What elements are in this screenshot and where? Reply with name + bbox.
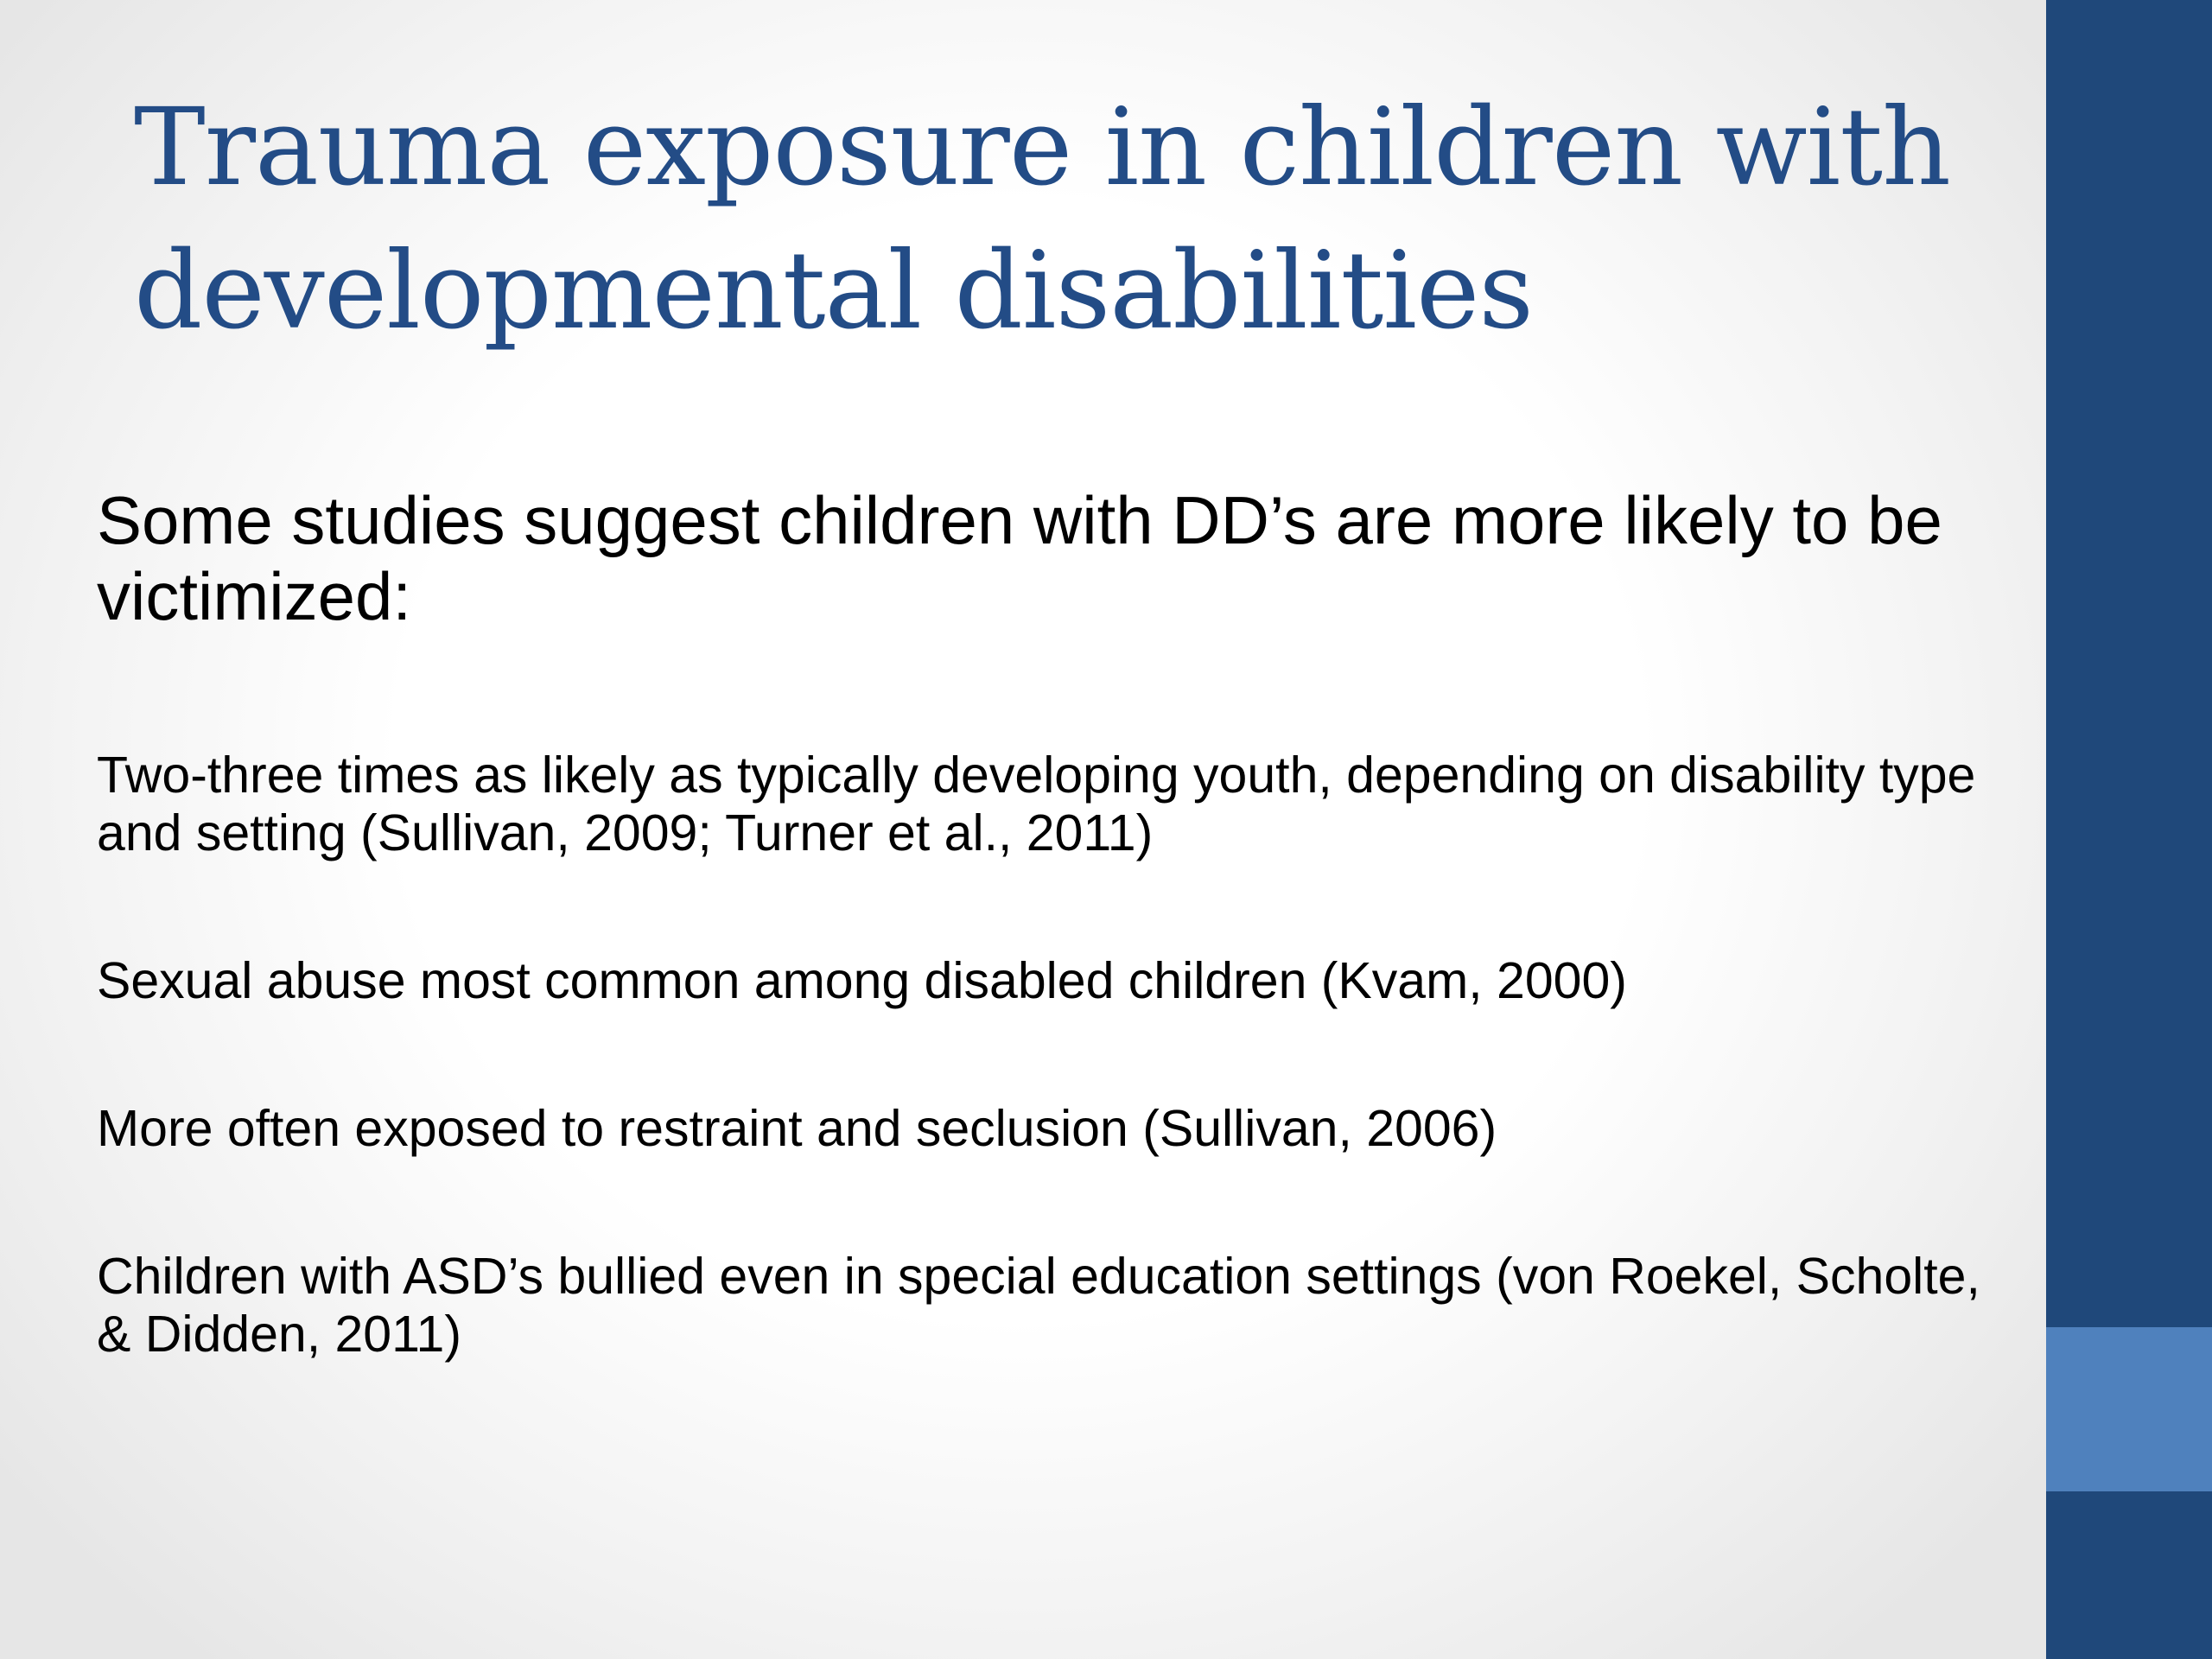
point-two-three-times: Two-three times as likely as typically d… xyxy=(97,747,1976,861)
point-sexual-abuse: Sexual abuse most common among disabled … xyxy=(97,952,1627,1009)
slide-title: Trauma exposure in children with develop… xyxy=(134,86,1951,353)
point-asd-bullied: Children with ASD’s bullied even in spec… xyxy=(97,1248,1980,1363)
lead-statement: Some studies suggest children with DD’s … xyxy=(97,482,1942,634)
side-bar-accent-block xyxy=(2046,1327,2212,1491)
point-restraint-seclusion: More often exposed to restraint and secl… xyxy=(97,1100,1497,1157)
slide-body: Some studies suggest children with DD’s … xyxy=(97,482,2024,1363)
